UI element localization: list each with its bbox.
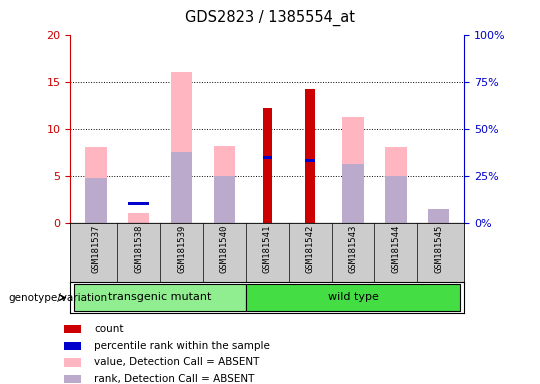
Bar bbox=[385, 147, 407, 223]
Text: count: count bbox=[94, 324, 124, 334]
Text: GSM181540: GSM181540 bbox=[220, 225, 229, 273]
Bar bbox=[171, 152, 192, 223]
Bar bbox=[306, 89, 315, 223]
Bar bbox=[128, 214, 150, 223]
Text: GSM181542: GSM181542 bbox=[306, 225, 315, 273]
Bar bbox=[75, 284, 246, 311]
Text: GSM181539: GSM181539 bbox=[177, 225, 186, 273]
Text: wild type: wild type bbox=[328, 292, 379, 302]
Bar bbox=[262, 108, 272, 223]
Bar bbox=[214, 146, 235, 223]
Text: GSM181537: GSM181537 bbox=[91, 225, 100, 273]
Bar bbox=[342, 164, 364, 223]
Bar bbox=[262, 156, 272, 159]
Bar bbox=[428, 209, 449, 223]
Bar bbox=[64, 359, 80, 366]
Bar bbox=[64, 375, 80, 383]
Bar bbox=[64, 342, 80, 350]
Bar bbox=[342, 118, 364, 223]
Bar bbox=[214, 176, 235, 223]
Bar bbox=[246, 284, 460, 311]
Bar bbox=[85, 177, 106, 223]
Text: GSM181543: GSM181543 bbox=[348, 225, 357, 273]
Text: rank, Detection Call = ABSENT: rank, Detection Call = ABSENT bbox=[94, 374, 254, 384]
Text: GSM181544: GSM181544 bbox=[392, 225, 400, 273]
Text: value, Detection Call = ABSENT: value, Detection Call = ABSENT bbox=[94, 358, 259, 367]
Text: GDS2823 / 1385554_at: GDS2823 / 1385554_at bbox=[185, 10, 355, 26]
Text: percentile rank within the sample: percentile rank within the sample bbox=[94, 341, 270, 351]
Text: transgenic mutant: transgenic mutant bbox=[109, 292, 212, 302]
Bar bbox=[385, 176, 407, 223]
Bar bbox=[428, 214, 449, 223]
Bar bbox=[64, 325, 80, 333]
Text: GSM181541: GSM181541 bbox=[263, 225, 272, 273]
Text: GSM181538: GSM181538 bbox=[134, 225, 143, 273]
Bar bbox=[171, 72, 192, 223]
Text: genotype/variation: genotype/variation bbox=[8, 293, 107, 303]
Bar bbox=[306, 159, 315, 162]
Text: GSM181545: GSM181545 bbox=[434, 225, 443, 273]
Bar bbox=[85, 147, 106, 223]
Bar bbox=[128, 202, 150, 205]
